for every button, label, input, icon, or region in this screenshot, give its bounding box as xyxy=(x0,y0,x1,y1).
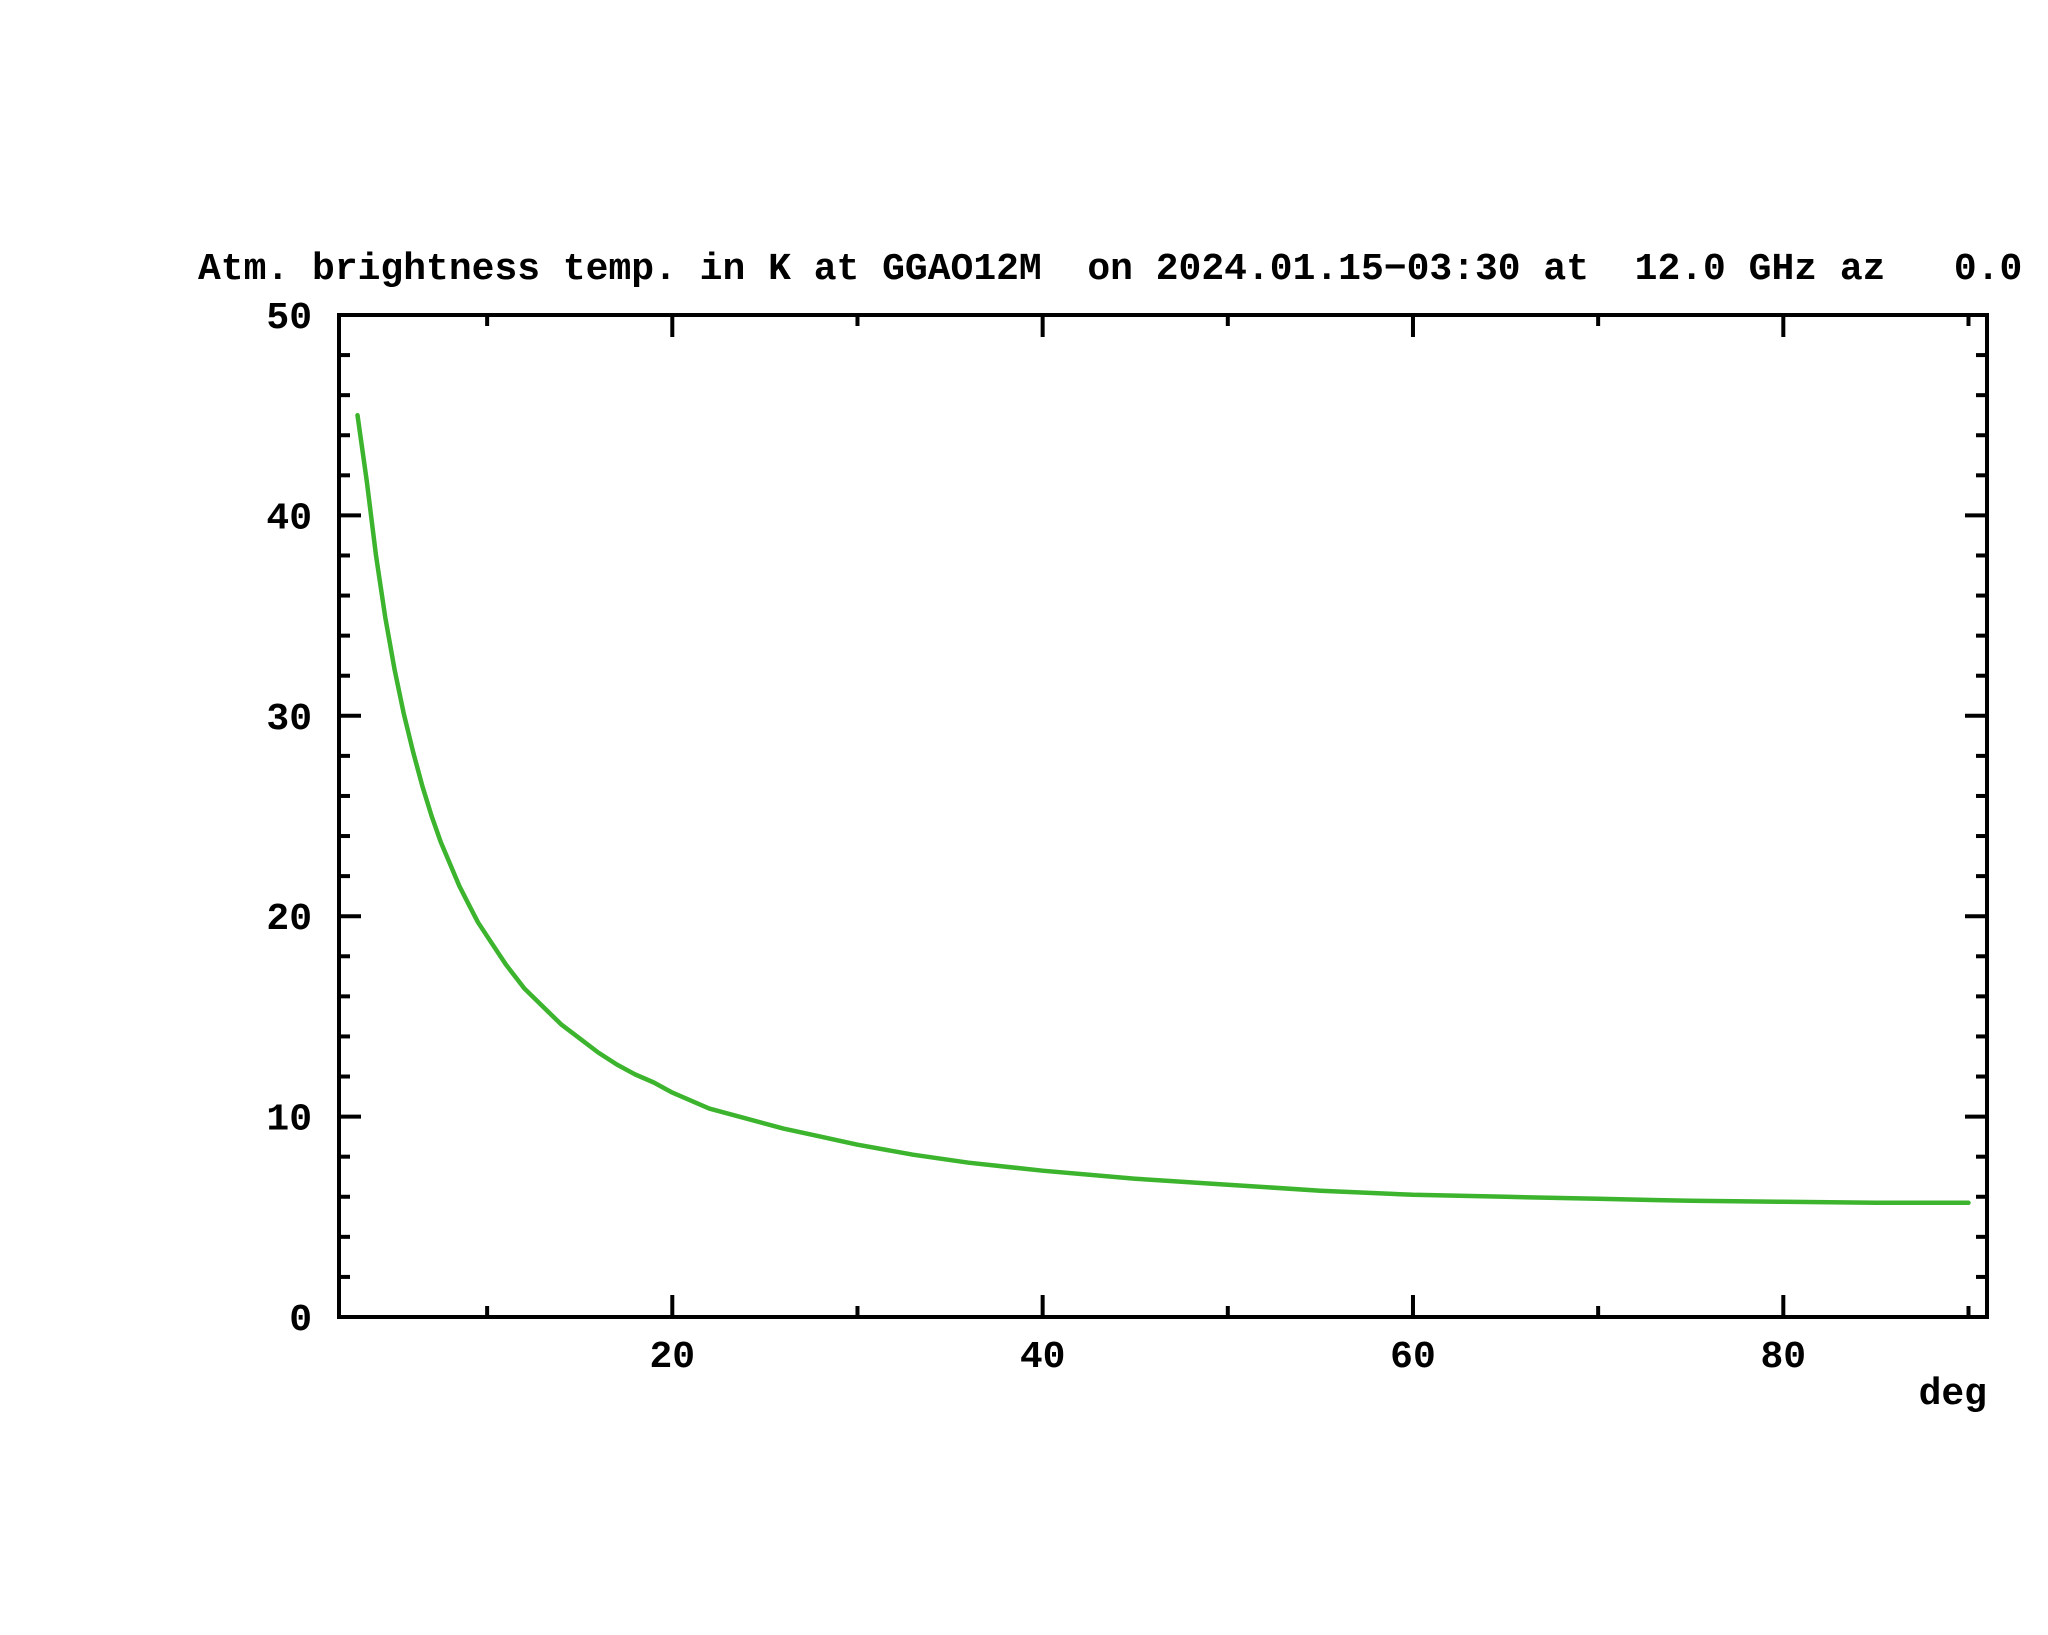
temperature-curve xyxy=(355,412,1971,1206)
x-tick-label: 20 xyxy=(649,1336,695,1379)
x-tick-label: 80 xyxy=(1761,1336,1807,1379)
y-tick-label: 0 xyxy=(289,1299,312,1342)
y-tick-label: 40 xyxy=(266,497,312,540)
x-axis-unit-label: deg xyxy=(1919,1373,1987,1416)
chart-title: Atm. brightness temp. in K at GGAO12M on… xyxy=(198,248,2023,291)
y-tick-label: 30 xyxy=(266,698,312,741)
x-tick-label: 40 xyxy=(1020,1336,1066,1379)
y-tick-label: 20 xyxy=(266,898,312,941)
plot-frame xyxy=(337,313,1989,1319)
y-tick-label: 50 xyxy=(266,297,312,340)
x-tick-label: 60 xyxy=(1390,1336,1436,1379)
y-tick-label: 10 xyxy=(266,1099,312,1142)
